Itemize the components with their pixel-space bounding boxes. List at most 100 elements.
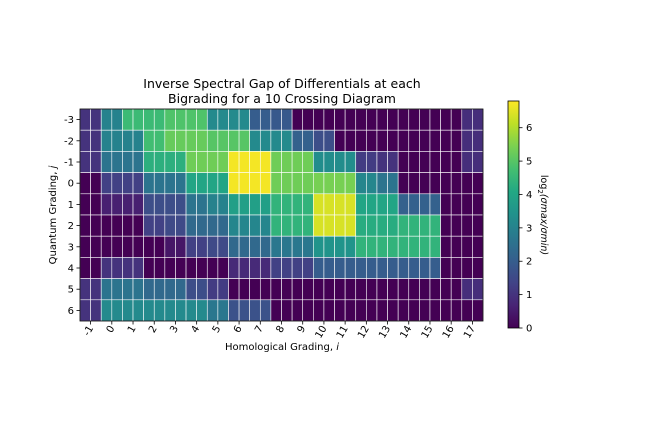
heatmap-cell [429, 235, 441, 258]
heatmap-cell [313, 151, 325, 173]
heatmap-cell [122, 278, 134, 301]
heatmap-cell [143, 172, 155, 195]
colorbar-tick-label: 2 [526, 257, 532, 268]
heatmap-cell [376, 151, 388, 173]
heatmap-cell [419, 172, 431, 195]
x-tick-label: 6 [232, 324, 245, 335]
heatmap-cell [132, 235, 144, 258]
heatmap-cell [355, 193, 367, 216]
heatmap-cell [79, 299, 91, 322]
heatmap-cell [238, 214, 250, 237]
heatmap-cell [313, 129, 325, 152]
heatmap-cell [196, 108, 208, 131]
x-tick-label: 8 [274, 324, 287, 335]
heatmap-cell [164, 172, 176, 195]
y-tick-label: 3 [68, 242, 74, 253]
heatmap-cell [270, 193, 282, 216]
heatmap-cell [387, 214, 399, 237]
heatmap-cell [122, 214, 134, 237]
x-tick-label: 12 [356, 324, 372, 341]
heatmap-cell [143, 299, 155, 322]
heatmap-cell [259, 257, 272, 279]
heatmap-cell [302, 108, 314, 131]
heatmap-cell [408, 193, 420, 216]
heatmap-cell [185, 108, 197, 131]
heatmap-cell [90, 299, 102, 322]
y-tick-label: -3 [64, 115, 74, 126]
heatmap-cell [313, 278, 325, 301]
heatmap-cell [344, 299, 357, 322]
heatmap-cell [429, 129, 441, 152]
heatmap-cell [185, 172, 197, 195]
colorbar-ticks: 0 1 2 3 4 5 6 [519, 123, 532, 335]
heatmap-cell [143, 278, 155, 301]
heatmap-cell [185, 193, 197, 216]
heatmap-cell [334, 172, 346, 195]
heatmap-cell [302, 129, 314, 152]
heatmap-cell [238, 193, 250, 216]
heatmap-cell [164, 193, 176, 216]
heatmap-cell [259, 235, 272, 258]
heatmap-cell [408, 278, 420, 301]
heatmap-cell [302, 235, 314, 258]
heatmap-cell [228, 151, 240, 173]
heatmap-cell [259, 278, 272, 301]
heatmap-cell [440, 151, 452, 173]
heatmap-cell [291, 278, 304, 301]
heatmap-cell [334, 214, 346, 237]
heatmap-cell [228, 235, 240, 258]
heatmap-cell [143, 193, 155, 216]
heatmap-cell [440, 193, 452, 216]
colorbar-tick-label: 1 [526, 290, 532, 301]
heatmap-cell [408, 257, 420, 279]
x-tick-label: 16 [441, 324, 457, 341]
heatmap-cell [90, 108, 102, 131]
heatmap-cell [217, 257, 229, 279]
heatmap-cell [132, 214, 144, 237]
heatmap-cell [302, 299, 314, 322]
heatmap-cell [429, 151, 441, 173]
heatmap-cell [419, 278, 431, 301]
heatmap-cell [238, 235, 250, 258]
heatmap-cell [185, 129, 197, 152]
heatmap-cell [366, 193, 378, 216]
heatmap-cell [387, 299, 399, 322]
heatmap-cell [355, 151, 367, 173]
heatmap-cell [270, 172, 282, 195]
heatmap-cell [132, 193, 144, 216]
heatmap-cell [313, 108, 325, 131]
heatmap-cell [238, 278, 250, 301]
heatmap-cell [228, 172, 240, 195]
heatmap-cell [228, 214, 240, 237]
heatmap-cell [217, 172, 229, 195]
heatmap-cell [259, 193, 272, 216]
heatmap-cell [313, 235, 325, 258]
heatmap-cell [376, 172, 388, 195]
heatmap-cell [461, 108, 473, 131]
heatmap-cell [196, 172, 208, 195]
heatmap-cell [122, 108, 134, 131]
heatmap-cell [100, 151, 113, 173]
heatmap-cell [323, 299, 335, 322]
y-tick-label: 4 [68, 264, 74, 275]
heatmap-cell [196, 257, 208, 279]
heatmap-cell [238, 299, 250, 322]
heatmap-cell [419, 214, 431, 237]
heatmap-cell [259, 129, 272, 152]
heatmap-cell [440, 172, 452, 195]
heatmap-cell [313, 214, 325, 237]
heatmap-cell [281, 193, 293, 216]
heatmap-cell [334, 108, 346, 131]
heatmap-cell [228, 129, 240, 152]
heatmap-cell [344, 257, 357, 279]
x-tick-label: 7 [253, 324, 266, 335]
heatmap-cell [355, 299, 367, 322]
heatmap-cell [440, 214, 452, 237]
heatmap-cell [408, 129, 420, 152]
heatmap-cell [175, 172, 187, 195]
heatmap-cell [419, 193, 431, 216]
heatmap-cell [270, 278, 282, 301]
heatmap-cell [323, 108, 335, 131]
heatmap-cell [90, 214, 102, 237]
